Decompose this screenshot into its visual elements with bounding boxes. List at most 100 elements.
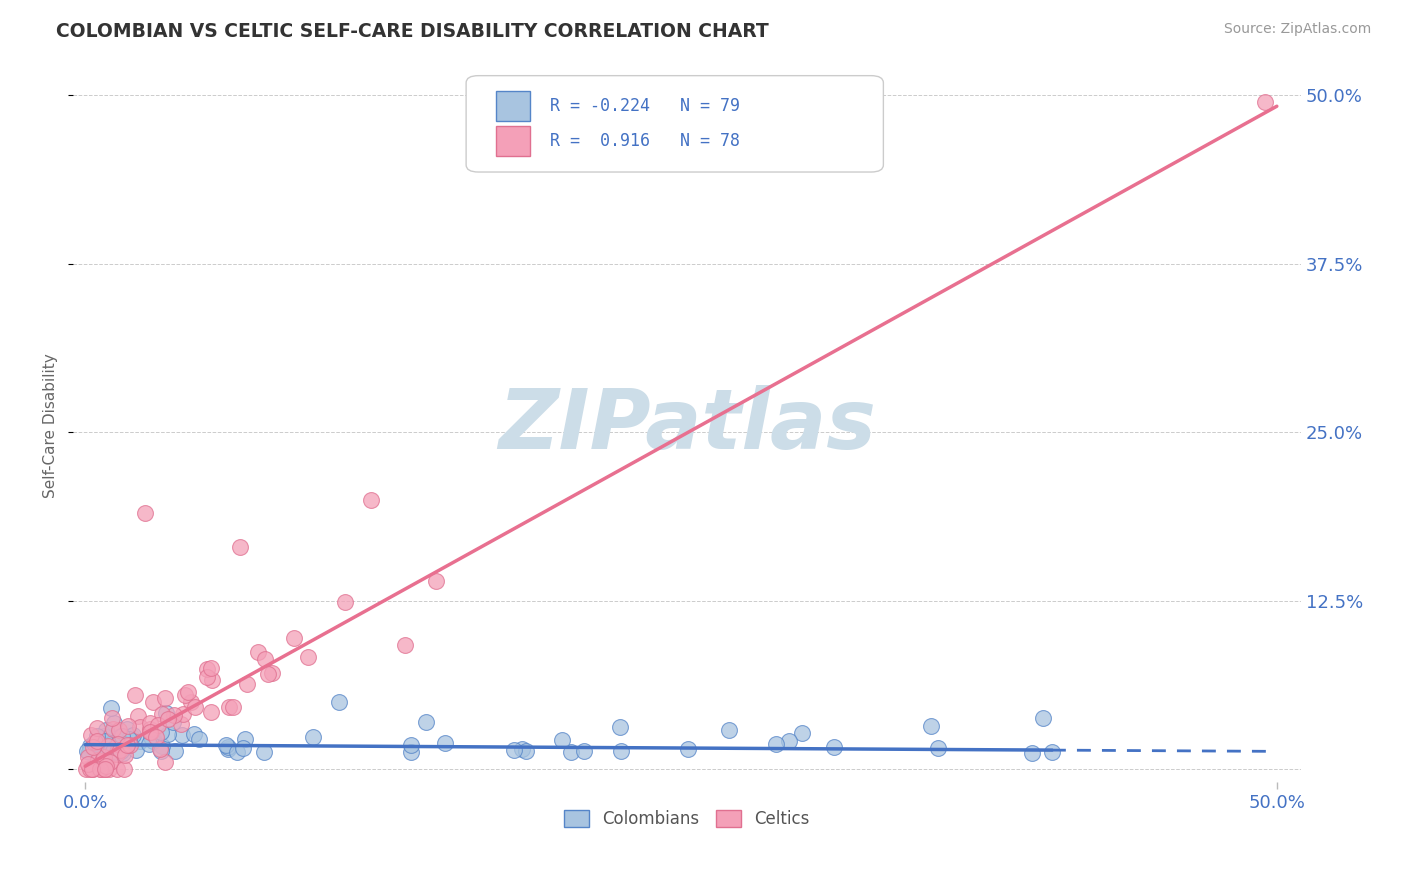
Point <box>125 743 148 757</box>
Text: ZIPatlas: ZIPatlas <box>498 385 876 466</box>
Point <box>97 744 120 758</box>
Point <box>124 688 146 702</box>
Point <box>233 732 256 747</box>
Point <box>77 756 100 771</box>
Point <box>76 750 98 764</box>
Point <box>79 762 101 776</box>
Point <box>170 717 193 731</box>
Point <box>111 729 134 743</box>
Point <box>83 735 105 749</box>
Point <box>510 742 533 756</box>
Point <box>163 707 186 722</box>
Point <box>162 715 184 730</box>
Point <box>146 718 169 732</box>
Point <box>86 721 108 735</box>
Point <box>610 744 633 758</box>
Point <box>94 759 117 773</box>
Point <box>399 745 422 759</box>
FancyBboxPatch shape <box>467 76 883 172</box>
FancyBboxPatch shape <box>495 127 530 156</box>
Point <box>117 719 139 733</box>
Point <box>115 738 138 752</box>
Point <box>156 727 179 741</box>
Point <box>82 762 104 776</box>
Point <box>90 762 112 776</box>
Point <box>215 738 238 752</box>
Point <box>717 723 740 738</box>
Point <box>172 706 194 721</box>
Point <box>82 740 104 755</box>
Point <box>129 720 152 734</box>
Point <box>86 729 108 743</box>
Point <box>110 744 132 758</box>
FancyBboxPatch shape <box>495 91 530 120</box>
Point <box>560 745 582 759</box>
Point <box>108 743 131 757</box>
Point <box>165 744 187 758</box>
Point <box>101 722 124 736</box>
Point <box>97 762 120 776</box>
Point <box>1021 746 1043 760</box>
Point <box>107 738 129 752</box>
Point <box>515 744 537 758</box>
Point <box>229 540 252 554</box>
Point <box>76 744 98 758</box>
Point <box>100 710 122 724</box>
Point <box>75 762 97 776</box>
Point <box>142 733 165 747</box>
Point <box>218 700 240 714</box>
Point <box>105 747 128 761</box>
Point <box>121 728 143 742</box>
Point <box>232 741 254 756</box>
Text: Source: ZipAtlas.com: Source: ZipAtlas.com <box>1223 22 1371 37</box>
Point <box>150 744 173 758</box>
Point <box>283 632 305 646</box>
Point <box>823 739 845 754</box>
Point <box>218 742 240 756</box>
Text: R =  0.916   N = 78: R = 0.916 N = 78 <box>550 132 740 151</box>
Point <box>333 595 356 609</box>
Point <box>120 729 142 743</box>
Point <box>141 724 163 739</box>
Point <box>676 742 699 756</box>
Point <box>98 756 121 770</box>
Point <box>156 712 179 726</box>
Point <box>247 644 270 658</box>
Point <box>79 742 101 756</box>
Point <box>100 743 122 757</box>
Point <box>79 728 101 742</box>
Point <box>236 677 259 691</box>
Point <box>118 738 141 752</box>
Point <box>201 673 224 687</box>
Point <box>87 739 110 754</box>
Point <box>86 734 108 748</box>
Point <box>200 705 222 719</box>
Point <box>301 730 323 744</box>
Point <box>100 701 122 715</box>
Point <box>415 715 437 730</box>
Point <box>394 639 416 653</box>
Point <box>139 722 162 736</box>
Point <box>1040 745 1063 759</box>
Point <box>503 743 526 757</box>
Text: COLOMBIAN VS CELTIC SELF-CARE DISABILITY CORRELATION CHART: COLOMBIAN VS CELTIC SELF-CARE DISABILITY… <box>56 22 769 41</box>
Point <box>195 670 218 684</box>
Point <box>609 720 631 734</box>
Legend: Colombians, Celtics: Colombians, Celtics <box>557 803 817 835</box>
Point <box>153 690 176 705</box>
Point <box>90 741 112 756</box>
Point <box>174 688 197 702</box>
Point <box>425 574 447 588</box>
Point <box>226 746 249 760</box>
Point <box>180 695 202 709</box>
Point <box>89 762 111 776</box>
Point <box>89 739 111 753</box>
Point <box>105 745 128 759</box>
Point <box>117 738 139 752</box>
Point <box>920 719 942 733</box>
Point <box>101 744 124 758</box>
Point <box>1254 95 1277 110</box>
Point <box>114 739 136 753</box>
Point <box>253 745 276 759</box>
Point <box>183 727 205 741</box>
